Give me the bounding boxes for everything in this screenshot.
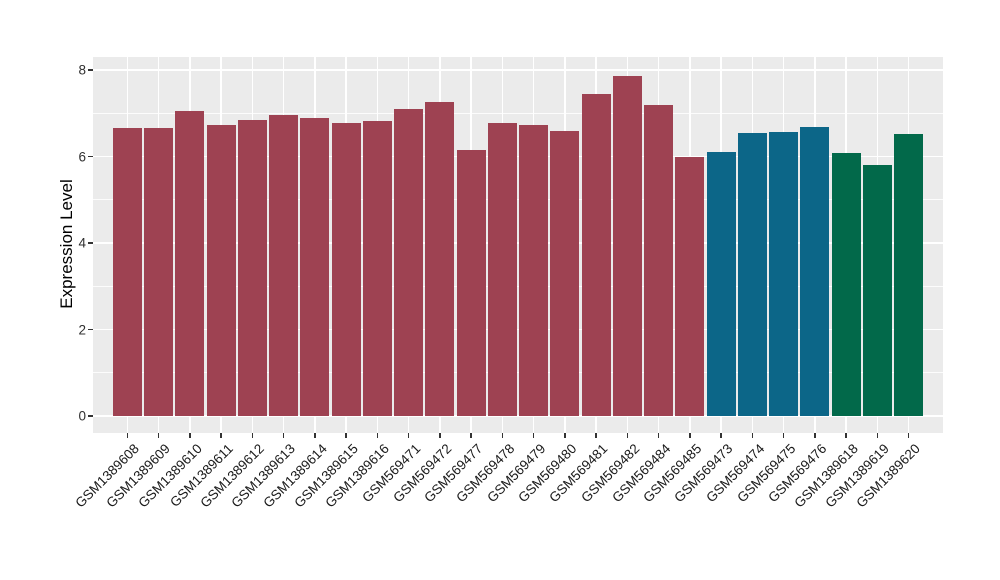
x-tick-mark [126, 433, 129, 438]
x-tick-mark [782, 433, 785, 438]
x-tick-mark [314, 433, 316, 438]
gridline-minor [93, 285, 943, 287]
gridline-minor [93, 372, 943, 374]
x-tick-mark [345, 433, 347, 438]
bar-GSM569481 [581, 93, 611, 416]
x-tick-mark [626, 433, 629, 438]
bar-GSM1389610 [175, 110, 205, 416]
bar-GSM569474 [737, 132, 767, 416]
x-tick-mark [845, 433, 847, 438]
bar-GSM569473 [706, 152, 736, 416]
x-tick-mark [532, 433, 535, 438]
plot-panel [93, 57, 943, 433]
bar-GSM1389615 [331, 122, 361, 416]
y-tick-label: 6 [78, 149, 86, 164]
bar-GSM569484 [644, 104, 674, 416]
gridline-major [93, 328, 943, 331]
x-tick-mark [720, 433, 722, 438]
gridline-major [93, 155, 943, 158]
bar-GSM1389618 [831, 153, 861, 416]
bar-GSM569471 [394, 108, 424, 416]
y-tick-mark [88, 69, 93, 71]
x-tick-mark [282, 433, 285, 438]
bar-GSM1389608 [112, 128, 142, 416]
y-tick-label: 0 [78, 408, 86, 424]
bar-GSM569479 [519, 124, 549, 416]
x-tick-mark [376, 433, 379, 438]
bar-GSM569485 [675, 156, 705, 416]
bar-GSM569476 [800, 127, 830, 416]
bar-GSM1389613 [269, 114, 299, 416]
gridline-minor [93, 199, 943, 201]
y-tick-mark [88, 415, 93, 417]
x-tick-mark [907, 433, 910, 438]
x-tick-mark [814, 433, 816, 438]
bar-GSM569475 [769, 131, 799, 416]
gridline-minor [93, 112, 943, 114]
x-tick-mark [251, 433, 254, 438]
x-tick-mark [157, 433, 160, 438]
gridline-major [93, 69, 943, 71]
bar-GSM1389620 [894, 134, 924, 416]
bar-GSM569472 [425, 102, 455, 416]
x-tick-mark [407, 433, 410, 438]
x-tick-mark [470, 433, 472, 438]
x-tick-mark [189, 433, 191, 438]
bar-GSM569477 [456, 150, 486, 416]
bar-GSM1389614 [300, 118, 330, 416]
y-tick-label: 8 [78, 62, 86, 78]
y-axis-title: Expression Level [57, 179, 76, 309]
x-tick-mark [751, 433, 754, 438]
bar-GSM569478 [487, 122, 517, 416]
bar-GSM1389619 [862, 165, 892, 416]
gridline-major [93, 242, 943, 244]
x-tick-mark [439, 433, 441, 438]
bar-GSM1389611 [206, 125, 236, 416]
x-tick-mark [689, 433, 691, 438]
bar-GSM569482 [612, 75, 642, 416]
y-tick-mark [88, 328, 93, 331]
bar-GSM1389612 [237, 120, 267, 416]
x-tick-mark [876, 433, 879, 438]
y-tick-mark [88, 155, 93, 158]
x-tick-mark [501, 433, 504, 438]
x-tick-mark [595, 433, 597, 438]
y-tick-label: 2 [78, 322, 86, 337]
x-tick-mark [657, 433, 660, 438]
x-tick-mark [564, 433, 566, 438]
bar-GSM1389609 [144, 127, 174, 416]
bar-GSM1389616 [362, 120, 392, 416]
x-tick-mark [220, 433, 222, 438]
y-tick-mark [88, 242, 93, 244]
y-tick-label: 4 [78, 235, 86, 251]
bar-GSM569480 [550, 130, 580, 416]
gridline-major [93, 415, 943, 417]
